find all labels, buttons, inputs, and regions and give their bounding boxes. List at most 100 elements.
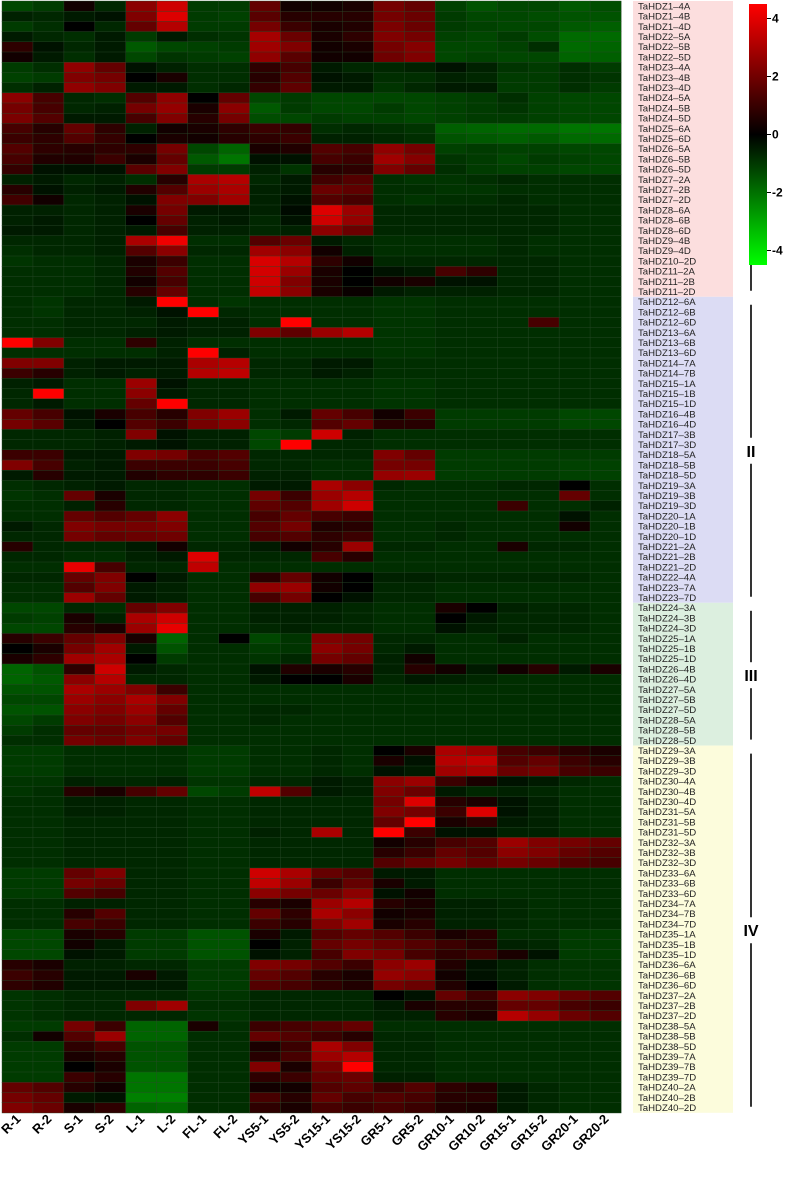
heatmap-cell: [32, 684, 65, 696]
heatmap-cell: [342, 1081, 374, 1093]
heatmap-cell: [497, 714, 529, 726]
heatmap-cell: [249, 184, 281, 196]
color-scale-tick-label: 2: [772, 70, 779, 84]
heatmap-cell: [218, 939, 250, 951]
heatmap-cell: [435, 653, 467, 665]
heatmap-cell: [342, 153, 374, 165]
heatmap-cell: [32, 1030, 65, 1042]
heatmap-cell: [32, 806, 65, 818]
heatmap-cell: [589, 837, 622, 849]
heatmap-cell: [311, 694, 343, 706]
heatmap-cell: [558, 174, 591, 185]
heatmap-cell: [249, 633, 281, 645]
heatmap-cell: [1, 174, 34, 185]
heatmap-cell: [156, 786, 189, 798]
heatmap-cell: [589, 296, 622, 308]
heatmap-cell: [63, 1010, 96, 1022]
heatmap-cell: [558, 41, 591, 53]
heatmap-cell: [435, 1092, 467, 1104]
heatmap-cell: [1, 1010, 34, 1022]
heatmap-cell: [373, 816, 405, 828]
heatmap-cell: [249, 725, 281, 736]
heatmap-cell: [558, 969, 591, 981]
heatmap-cell: [280, 867, 312, 879]
heatmap-cell: [373, 10, 405, 22]
heatmap-cell: [527, 1061, 560, 1073]
heatmap-cell: [404, 225, 436, 236]
heatmap-cell: [527, 674, 560, 685]
heatmap-cell: [342, 755, 374, 767]
row-label: TaHDZ6–5A: [638, 144, 691, 155]
heatmap-cell: [373, 255, 405, 267]
heatmap-cell: [404, 214, 436, 226]
heatmap-cell: [342, 286, 374, 298]
heatmap-cell: [558, 949, 591, 961]
heatmap-cell: [125, 827, 158, 838]
heatmap-cell: [218, 888, 250, 900]
heatmap-cell: [218, 959, 250, 971]
heatmap-cell: [125, 878, 158, 889]
heatmap-cell: [435, 694, 467, 706]
heatmap-cell: [63, 582, 96, 594]
row-labels: TaHDZ1–4ATaHDZ1–4BTaHDZ1–4DTaHDZ2–5ATaHD…: [638, 1, 696, 1114]
heatmap-cell: [32, 1020, 65, 1032]
heatmap-cell: [342, 255, 374, 267]
heatmap-cell: [558, 898, 591, 910]
heatmap-cell: [466, 653, 498, 665]
heatmap-cell: [125, 755, 158, 767]
heatmap-cell: [187, 21, 220, 32]
heatmap-cell: [280, 398, 312, 410]
heatmap-cell: [373, 276, 405, 287]
heatmap-cell: [527, 949, 560, 961]
heatmap-cell: [280, 1102, 312, 1114]
heatmap-cell: [32, 1081, 65, 1093]
heatmap-cell: [63, 551, 96, 563]
heatmap-cell: [527, 510, 560, 522]
row-label: TaHDZ27–5A: [638, 685, 696, 696]
heatmap-cell: [1, 531, 34, 543]
heatmap-cell: [156, 694, 189, 706]
heatmap-cell: [32, 306, 65, 318]
heatmap-cell: [125, 245, 158, 257]
heatmap-cell: [558, 735, 591, 747]
heatmap-cell: [187, 531, 220, 543]
heatmap-cell: [94, 510, 127, 522]
heatmap-cell: [156, 929, 189, 940]
heatmap-cell: [497, 918, 529, 930]
heatmap-cell: [32, 633, 65, 645]
heatmap-cell: [342, 592, 374, 604]
heatmap-cell: [497, 388, 529, 400]
heatmap-cell: [63, 521, 96, 532]
heatmap-cell: [187, 806, 220, 818]
heatmap-cell: [125, 918, 158, 930]
heatmap-cell: [497, 510, 529, 522]
heatmap-cell: [280, 980, 312, 991]
heatmap-cell: [280, 123, 312, 135]
heatmap-cell: [435, 500, 467, 512]
heatmap-cell: [280, 439, 312, 451]
heatmap-cell: [311, 266, 343, 277]
heatmap-cell: [249, 653, 281, 665]
heatmap-cell: [497, 72, 529, 84]
heatmap-cell: [187, 41, 220, 53]
heatmap-cell: [435, 949, 467, 961]
heatmap-cell: [589, 388, 622, 400]
row-label: TaHDZ16–4B: [638, 409, 696, 420]
heatmap-cell: [527, 194, 560, 206]
heatmap-cell: [125, 694, 158, 706]
heatmap-cell: [125, 612, 158, 624]
heatmap-cell: [404, 1071, 436, 1083]
heatmap-cell: [125, 888, 158, 900]
heatmap-cell: [404, 72, 436, 84]
heatmap-cell: [187, 194, 220, 206]
heatmap-cell: [311, 612, 343, 624]
heatmap-cell: [558, 51, 591, 63]
heatmap-cell: [589, 735, 622, 747]
heatmap-cell: [32, 898, 65, 910]
heatmap-cell: [125, 592, 158, 604]
heatmap-cell: [32, 419, 65, 430]
heatmap-cell: [466, 0, 498, 12]
heatmap-cell: [32, 674, 65, 685]
heatmap-cell: [156, 980, 189, 991]
heatmap-cell: [466, 51, 498, 63]
